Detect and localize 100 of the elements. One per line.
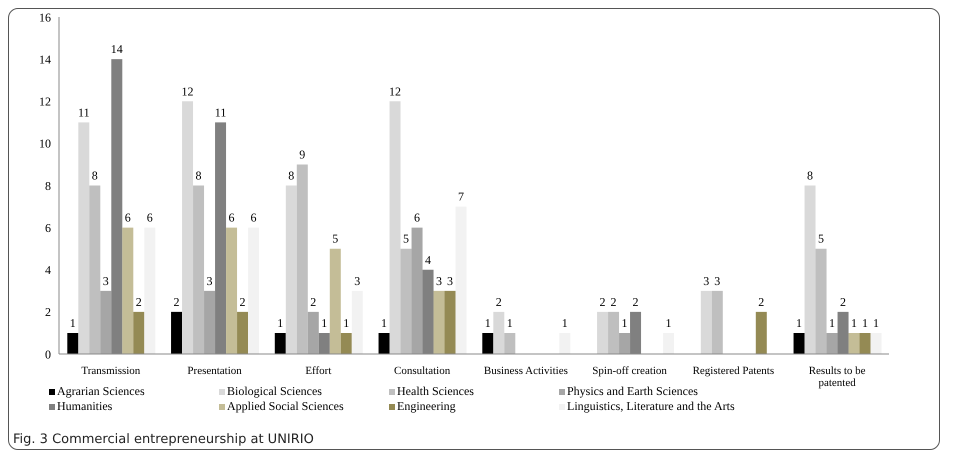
bar	[434, 290, 445, 354]
data-label: 1	[562, 316, 568, 330]
data-label: 3	[102, 274, 109, 288]
data-label: 3	[354, 274, 360, 288]
bar	[78, 122, 90, 354]
legend-label: Agrarian Sciences	[57, 384, 145, 399]
bar	[663, 332, 674, 354]
y-tick-label: 2	[45, 305, 51, 320]
y-tick-label: 0	[45, 347, 51, 362]
data-label: 4	[425, 252, 432, 267]
y-tick-label: 6	[45, 220, 51, 235]
bar	[456, 206, 467, 354]
data-label: 1	[873, 316, 880, 330]
bar	[67, 332, 78, 354]
data-label: 1	[796, 316, 802, 330]
x-tick-label: Presentation	[187, 365, 242, 377]
bar	[274, 332, 286, 354]
data-label: 1	[622, 316, 628, 330]
data-label: 2	[840, 294, 846, 309]
bar	[226, 228, 238, 354]
bar	[482, 332, 494, 354]
data-label: 6	[250, 210, 257, 225]
data-label: 9	[299, 147, 306, 162]
data-label: 8	[92, 168, 98, 182]
y-tick-label: 14	[39, 52, 51, 66]
bar	[794, 332, 805, 354]
data-label: 1	[829, 316, 836, 330]
data-label: 6	[146, 210, 153, 225]
data-label: 2	[496, 294, 502, 309]
data-label: 2	[632, 294, 639, 309]
bar	[597, 312, 608, 354]
caption: Fig. 3 Commercial entrepreneurship at UNIRIO	[13, 432, 314, 447]
data-label: 7	[458, 190, 464, 204]
x-tick-label: Consultation	[394, 365, 451, 377]
legend-label: Biological Sciences	[227, 384, 322, 399]
data-label: 1	[70, 316, 76, 330]
data-label: 14	[110, 42, 123, 56]
data-label: 1	[321, 316, 328, 330]
bar	[559, 332, 570, 354]
data-label: 5	[403, 232, 410, 246]
data-label: 2	[136, 294, 142, 309]
y-tick-label: 10	[39, 136, 51, 151]
bar	[248, 228, 260, 354]
y-tick-label: 12	[39, 94, 51, 109]
legend-label: Humanities	[57, 399, 112, 414]
data-label: 11	[214, 105, 226, 120]
x-tick-label: Results to be patented	[808, 365, 866, 389]
data-label: 2	[240, 294, 246, 309]
data-label: 2	[310, 294, 316, 309]
bar	[237, 312, 248, 354]
data-label: 1	[484, 316, 491, 330]
data-label: 2	[610, 294, 617, 309]
data-label: 5	[818, 232, 824, 246]
legend-label: Linguistics, Literature and the Arts	[567, 399, 735, 414]
bar	[504, 332, 516, 354]
bar	[493, 312, 504, 354]
bar	[400, 248, 412, 354]
data-label: 6	[124, 210, 131, 225]
data-label: 1	[381, 316, 388, 330]
bar	[330, 248, 341, 354]
bar	[804, 186, 816, 354]
data-label: 8	[807, 168, 814, 182]
data-label: 12	[182, 84, 194, 98]
data-label: 3	[703, 274, 710, 288]
bar	[412, 228, 423, 354]
data-label: 3	[714, 274, 720, 288]
bar	[100, 290, 112, 354]
bar	[608, 312, 620, 354]
bar	[444, 290, 456, 354]
x-tick-label: Spin-off creation	[592, 365, 668, 377]
bar	[122, 228, 134, 354]
data-label: 2	[174, 294, 180, 309]
data-label: 3	[206, 274, 213, 288]
bar	[700, 290, 712, 354]
bar	[352, 290, 363, 354]
bar	[816, 248, 827, 354]
bar	[378, 332, 390, 354]
legend-label: Engineering	[397, 399, 456, 414]
x-tick-label: Registered Patents	[692, 365, 774, 377]
y-tick-label: 8	[45, 178, 51, 193]
bar	[308, 312, 319, 354]
data-label: 1	[277, 316, 284, 330]
bar	[296, 164, 308, 354]
data-label: 2	[600, 294, 606, 309]
bar	[89, 186, 100, 354]
data-label: 1	[851, 316, 858, 330]
legend-label: Physics and Earth Sciences	[567, 384, 698, 399]
data-label: 11	[78, 105, 90, 120]
bar	[826, 332, 838, 354]
bar	[171, 312, 182, 354]
x-tick-label: Transmission	[81, 365, 141, 377]
data-label: 6	[228, 210, 235, 225]
bar	[712, 290, 723, 354]
data-label: 1	[666, 316, 672, 330]
legend-label: Health Sciences	[397, 384, 474, 399]
data-label: 3	[436, 274, 442, 288]
bar	[860, 332, 871, 354]
data-label: 1	[343, 316, 350, 330]
data-label: 3	[447, 274, 454, 288]
data-label: 5	[332, 232, 338, 246]
